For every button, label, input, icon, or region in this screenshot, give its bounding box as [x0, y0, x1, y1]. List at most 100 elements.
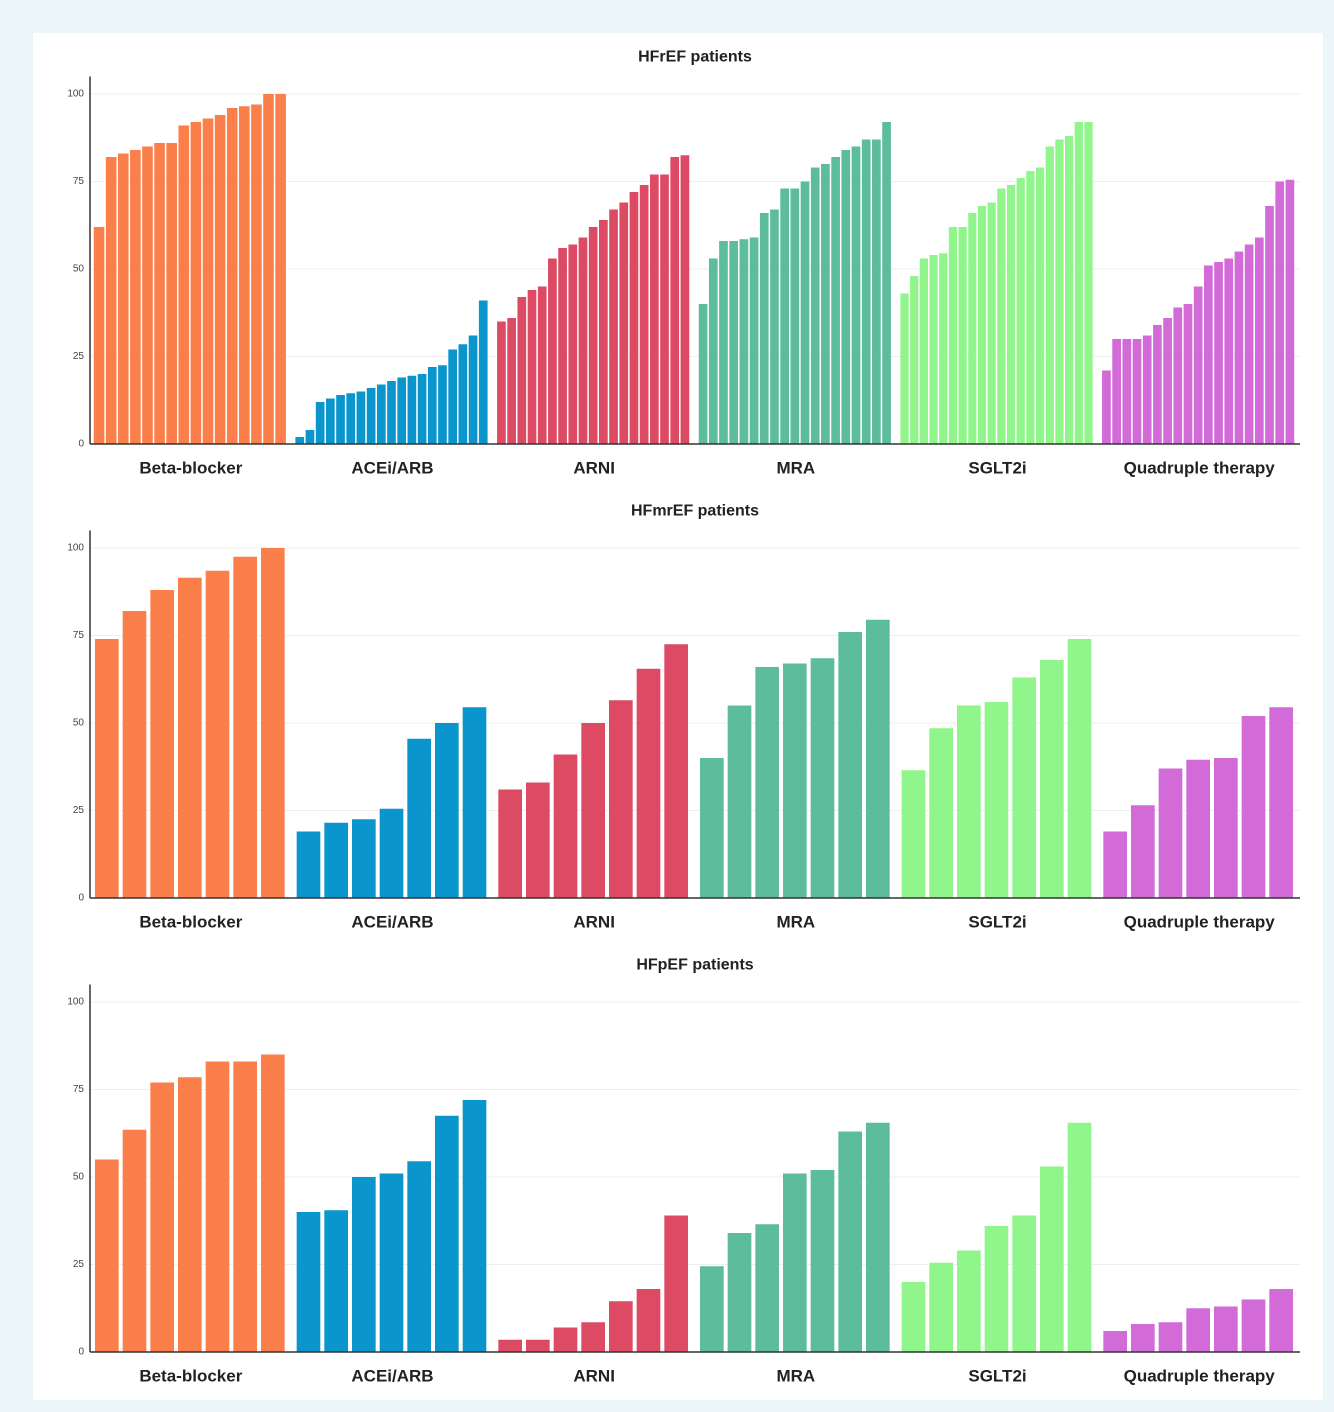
bar	[407, 738, 431, 898]
bar	[1016, 178, 1025, 444]
y-tick-label: 75	[73, 630, 85, 641]
bar	[407, 375, 417, 444]
bar	[150, 1082, 174, 1352]
bar	[670, 157, 680, 444]
bar	[919, 258, 928, 444]
bar	[1103, 1331, 1127, 1352]
bar	[553, 754, 578, 898]
bar	[619, 202, 629, 444]
y-tick-label: 100	[67, 89, 84, 100]
bar	[275, 94, 286, 444]
bar	[458, 344, 468, 444]
bar	[780, 188, 789, 444]
bar	[122, 611, 147, 898]
y-tick-label: 75	[73, 1084, 85, 1095]
bar	[93, 227, 105, 444]
bar	[1045, 146, 1054, 444]
bar	[1183, 304, 1193, 444]
bar	[1285, 179, 1295, 444]
bar	[1035, 167, 1045, 444]
bar	[214, 115, 226, 444]
bar	[205, 570, 230, 898]
bar	[205, 1061, 230, 1352]
x-category-label: ACEi/ARB	[351, 1366, 433, 1385]
bar	[810, 658, 835, 898]
bar	[1163, 318, 1172, 444]
bar	[397, 377, 407, 444]
bar	[1173, 307, 1183, 444]
bar	[783, 1173, 807, 1352]
bar	[305, 430, 315, 444]
bar	[639, 185, 649, 444]
bar	[427, 367, 437, 444]
bar	[261, 548, 285, 898]
bar	[578, 237, 588, 444]
bar	[1131, 805, 1155, 898]
bar	[1269, 1289, 1293, 1352]
bar	[957, 705, 981, 898]
bar	[588, 227, 598, 444]
bar	[178, 125, 190, 444]
bar	[901, 770, 926, 898]
x-category-label: Beta-blocker	[139, 458, 242, 477]
bar	[977, 206, 987, 444]
bar	[553, 1327, 578, 1352]
bar	[581, 723, 605, 898]
bar	[790, 188, 800, 444]
bar	[1040, 660, 1064, 898]
bar	[1224, 258, 1234, 444]
bar	[122, 1129, 147, 1352]
y-tick-label: 75	[73, 176, 85, 187]
bar	[178, 577, 202, 898]
bar	[783, 663, 807, 898]
x-category-label: SGLT2i	[968, 458, 1026, 477]
bar	[1026, 171, 1035, 444]
bar	[838, 1131, 862, 1352]
bar	[154, 143, 165, 444]
bar	[558, 248, 567, 444]
bar	[1074, 122, 1083, 444]
bar	[233, 556, 257, 898]
bar	[1103, 831, 1127, 898]
bar	[356, 391, 366, 444]
y-tick-label: 50	[73, 264, 85, 275]
x-category-label: Beta-blocker	[139, 912, 242, 931]
bar	[599, 220, 608, 444]
bar	[727, 1233, 752, 1352]
bar	[821, 164, 830, 444]
bar	[498, 789, 522, 898]
x-category-label: MRA	[776, 912, 815, 931]
bar	[526, 1339, 550, 1352]
bar	[708, 258, 718, 444]
bar	[478, 300, 488, 444]
bar	[105, 157, 117, 444]
bar	[1012, 1215, 1036, 1352]
x-category-label: SGLT2i	[968, 912, 1026, 931]
bar	[759, 213, 769, 444]
y-tick-label: 0	[78, 893, 84, 904]
bar	[755, 667, 779, 898]
bar	[379, 808, 404, 898]
bar	[851, 146, 861, 444]
bar	[263, 94, 274, 444]
bar	[1241, 1299, 1266, 1352]
x-category-label: SGLT2i	[968, 1366, 1026, 1385]
bar	[376, 384, 386, 444]
chart-title: HFmrEF patients	[631, 503, 759, 520]
bar	[984, 702, 1009, 898]
bar	[438, 365, 447, 444]
y-tick-label: 25	[73, 1259, 85, 1270]
bar	[968, 213, 977, 444]
bar	[957, 1250, 981, 1352]
bar	[1275, 181, 1285, 444]
bar	[609, 209, 618, 444]
bar	[468, 335, 478, 444]
bar	[226, 108, 238, 444]
bar	[958, 227, 967, 444]
x-category-label: Quadruple therapy	[1124, 1366, 1276, 1385]
bar	[336, 395, 345, 444]
bar	[700, 1266, 724, 1352]
bar	[831, 157, 840, 444]
bar	[1234, 251, 1244, 444]
